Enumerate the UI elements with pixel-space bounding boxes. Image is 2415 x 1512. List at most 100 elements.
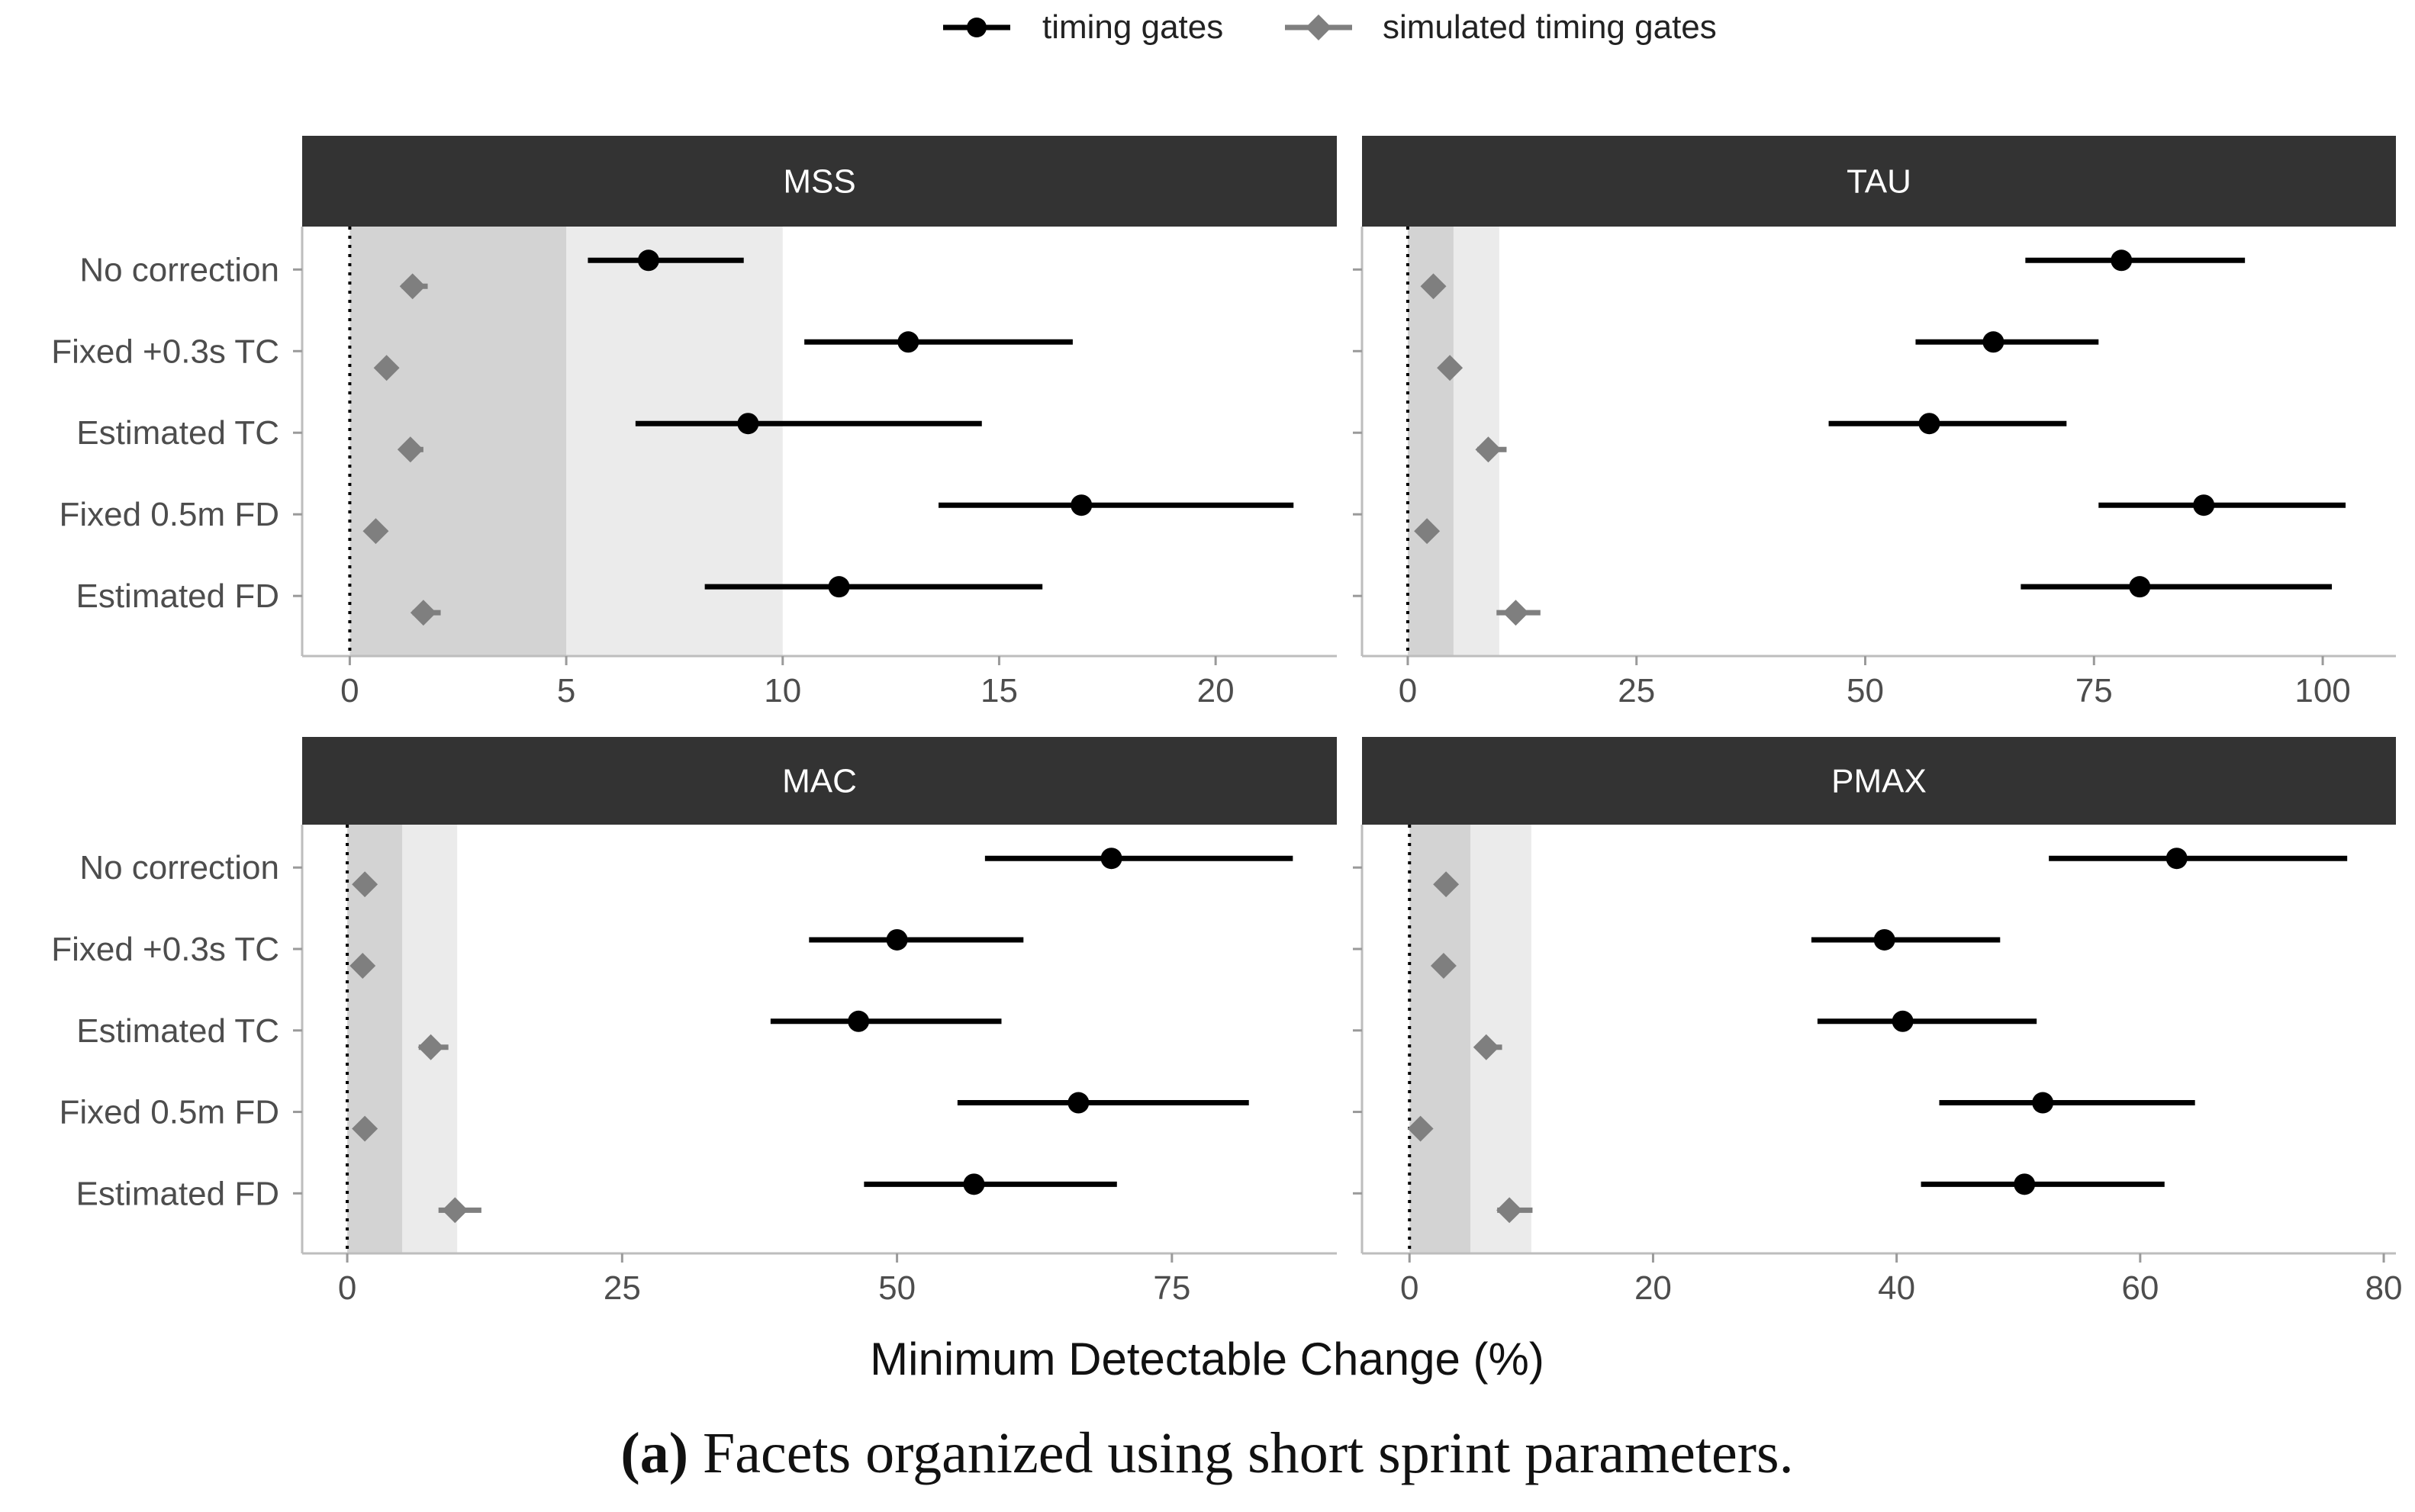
- point-pmax-tg-3: [2032, 1092, 2054, 1114]
- point-mac-tg-0: [1100, 848, 1122, 870]
- figure-caption: (a) Facets organized using short sprint …: [620, 1421, 1793, 1485]
- point-mss-tg-4: [828, 576, 850, 598]
- x-tick-label-pmax-20: 20: [1634, 1269, 1672, 1307]
- strip-title-mac: MAC: [782, 763, 857, 800]
- x-tick-label-mss-0: 0: [340, 672, 359, 709]
- legend-label-timing-gates: timing gates: [1042, 8, 1223, 46]
- point-mss-sim-3: [362, 518, 389, 545]
- point-mac-sim-1: [349, 953, 376, 979]
- x-tick-label-pmax-0: 0: [1400, 1269, 1418, 1307]
- point-mss-sim-1: [373, 355, 400, 381]
- point-mac-tg-1: [886, 928, 908, 951]
- mdc-band-tau-0: [1407, 227, 1454, 656]
- point-tau-sim-1: [1437, 355, 1463, 381]
- point-mac-sim-0: [352, 871, 378, 898]
- x-tick-label-pmax-60: 60: [2121, 1269, 2159, 1307]
- point-tau-tg-3: [2193, 494, 2215, 516]
- plot-area-pmax: [1362, 825, 2396, 1253]
- y-tick-label-no-correction: No correction: [79, 849, 279, 886]
- facet-tau: TAU 0 25 50 75 100: [1353, 136, 2396, 709]
- point-mac-tg-2: [848, 1010, 870, 1032]
- point-mac-sim-3: [352, 1115, 378, 1142]
- x-tick-label-tau-50: 50: [1847, 672, 1884, 709]
- point-mss-sim-4: [410, 600, 436, 626]
- x-tick-label-mss-10: 10: [764, 672, 801, 709]
- point-pmax-sim-2: [1473, 1034, 1499, 1060]
- x-tick-label-tau-0: 0: [1399, 672, 1417, 709]
- strip-mss: [302, 136, 1337, 227]
- mdc-band-mss-1: [566, 227, 783, 656]
- figure-caption-label: (a): [620, 1421, 688, 1485]
- mdc-band-pmax-1: [1470, 825, 1531, 1253]
- point-pmax-sim-1: [1430, 953, 1457, 979]
- legend-marker-simulated-timing-gates: [1306, 14, 1331, 40]
- point-tau-sim-0: [1420, 273, 1447, 300]
- legend: timing gates simulated timing gates: [943, 8, 1717, 46]
- y-tick-label-fixed-0-5m-fd: Fixed 0.5m FD: [59, 1094, 279, 1131]
- x-tick-label-mac-25: 25: [604, 1269, 641, 1307]
- y-tick-label-estimated-fd: Estimated FD: [76, 577, 279, 615]
- point-mac-tg-4: [963, 1173, 985, 1195]
- facet-pmax: PMAX 0 20 40 60 80: [1353, 737, 2403, 1307]
- point-pmax-sim-0: [1433, 871, 1460, 898]
- x-tick-label-tau-75: 75: [2075, 672, 2113, 709]
- x-tick-label-mss-20: 20: [1197, 672, 1235, 709]
- point-pmax-sim-3: [1407, 1115, 1434, 1142]
- point-mss-tg-0: [637, 249, 659, 272]
- point-tau-tg-1: [1982, 331, 2004, 353]
- figure-caption-text: Facets organized using short sprint para…: [688, 1421, 1794, 1485]
- x-tick-label-mac-50: 50: [878, 1269, 916, 1307]
- x-tick-label-pmax-80: 80: [2365, 1269, 2403, 1307]
- mdc-band-pmax-0: [1409, 825, 1471, 1253]
- point-mss-sim-0: [399, 273, 426, 300]
- mdc-band-mss-0: [349, 227, 567, 656]
- x-tick-label-mss-5: 5: [557, 672, 575, 709]
- legend-marker-timing-gates: [967, 18, 987, 37]
- strip-tau: [1362, 136, 2396, 227]
- mdc-band-mac-0: [347, 825, 403, 1253]
- facet-mss: MSS 0 5 10 15 20 No correction Fixed +0.3s TC Es…: [51, 136, 1337, 709]
- strip-title-mss: MSS: [783, 163, 855, 201]
- point-pmax-tg-2: [1892, 1010, 1914, 1032]
- x-tick-label-tau-100: 100: [2294, 672, 2350, 709]
- point-mac-sim-2: [417, 1034, 444, 1060]
- point-pmax-tg-4: [2014, 1173, 2036, 1195]
- point-tau-sim-2: [1475, 436, 1502, 463]
- point-pmax-sim-4: [1496, 1197, 1523, 1224]
- point-tau-sim-4: [1502, 600, 1529, 626]
- x-tick-label-mss-15: 15: [980, 672, 1018, 709]
- point-tau-tg-0: [2111, 249, 2133, 272]
- strip-pmax: [1362, 737, 2396, 825]
- y-tick-label-fixed-0-3s-tc: Fixed +0.3s TC: [51, 931, 279, 968]
- x-tick-label-pmax-40: 40: [1878, 1269, 1915, 1307]
- facet-mac: MAC 0 25 50 75 No correction Fixed +0.3s TC Est…: [51, 737, 1337, 1307]
- point-mss-tg-2: [737, 413, 759, 435]
- x-tick-label-mac-75: 75: [1153, 1269, 1190, 1307]
- point-mac-sim-4: [442, 1197, 469, 1224]
- point-tau-tg-4: [2129, 576, 2151, 598]
- y-tick-label-estimated-tc: Estimated TC: [76, 414, 279, 452]
- plot-area-mac: [302, 825, 1337, 1253]
- strip-mac: [302, 737, 1337, 825]
- facets: MSS 0 5 10 15 20 No correction Fixed +0.3s TC Es…: [51, 136, 2403, 1307]
- point-mss-tg-3: [1071, 494, 1093, 516]
- point-mac-tg-3: [1067, 1092, 1090, 1114]
- plot-area-tau: [1362, 227, 2396, 656]
- strip-title-pmax: PMAX: [1831, 763, 1927, 800]
- y-tick-label-fixed-0-3s-tc: Fixed +0.3s TC: [51, 333, 279, 370]
- point-tau-tg-2: [1918, 413, 1940, 435]
- strip-title-tau: TAU: [1847, 163, 1911, 201]
- x-tick-label-mac-0: 0: [338, 1269, 356, 1307]
- point-tau-sim-3: [1414, 518, 1441, 545]
- y-tick-label-estimated-tc: Estimated TC: [76, 1012, 279, 1050]
- y-tick-label-fixed-0-5m-fd: Fixed 0.5m FD: [59, 496, 279, 533]
- legend-label-simulated-timing-gates: simulated timing gates: [1383, 8, 1717, 46]
- point-pmax-tg-1: [1873, 928, 1895, 951]
- y-tick-label-estimated-fd: Estimated FD: [76, 1175, 279, 1212]
- point-mss-sim-2: [397, 436, 423, 463]
- y-tick-label-no-correction: No correction: [79, 251, 279, 288]
- x-tick-label-tau-25: 25: [1618, 672, 1655, 709]
- point-pmax-tg-0: [2165, 848, 2188, 870]
- x-axis-title: Minimum Detectable Change (%): [870, 1333, 1544, 1385]
